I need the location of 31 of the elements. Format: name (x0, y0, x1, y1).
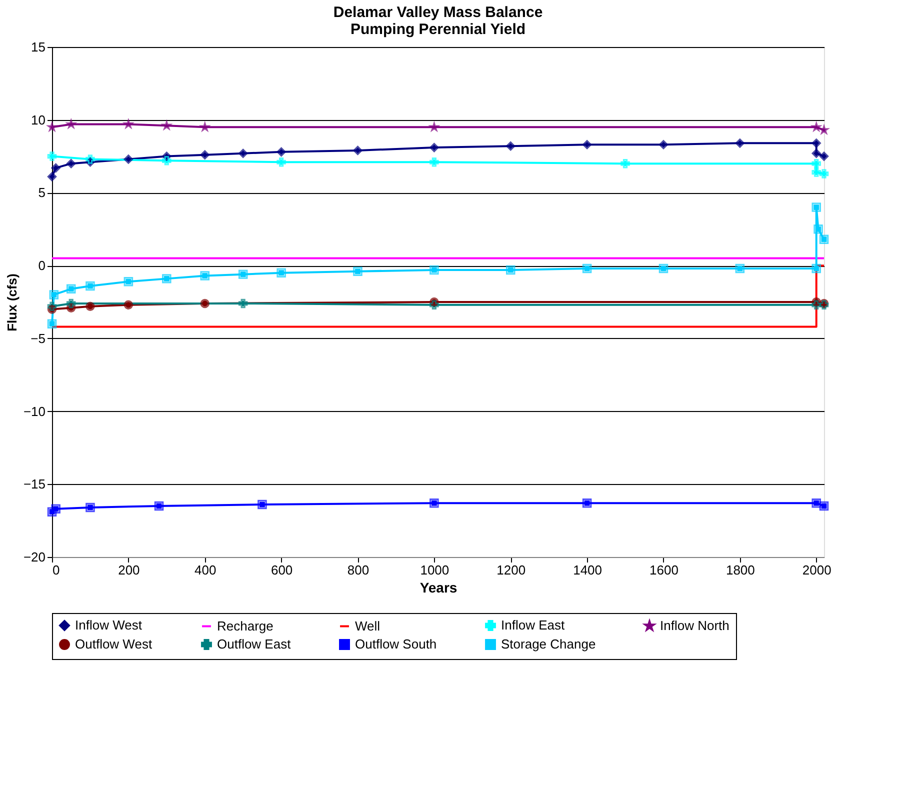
y-tick-label: −15 (23, 476, 46, 492)
legend-label: Storage Change (501, 636, 596, 652)
x-tick-label: 1200 (496, 562, 526, 578)
legend-label: Outflow West (75, 636, 152, 652)
y-tick-label: −20 (23, 550, 46, 564)
y-tick-label: 15 (31, 40, 46, 54)
y-tick-label: 0 (38, 258, 46, 274)
x-tick-label: 1000 (420, 562, 450, 578)
x-tick-label: 400 (194, 562, 216, 578)
legend-label: Outflow South (355, 636, 437, 652)
legend-label: Recharge (217, 618, 274, 634)
x-tick-label: 1400 (573, 562, 602, 578)
y-tick-label: 5 (38, 185, 46, 200)
legend-label: Inflow West (75, 618, 142, 633)
y-tick-label: −5 (30, 330, 46, 346)
x-tick-label: 1600 (650, 562, 678, 578)
legend-label: Inflow North (660, 618, 730, 633)
x-tick-label: 0 (52, 562, 60, 578)
legend-label: Well (355, 618, 380, 634)
x-tick-label: 1800 (726, 562, 755, 578)
x-tick-label: 2000 (802, 562, 832, 578)
y-tick-label: −10 (23, 404, 46, 419)
x-tick-label: 800 (347, 562, 370, 578)
chart-title: Delamar Valley Mass Balance Pumping Perennial Yield (333, 4, 543, 38)
legend-label: Outflow East (217, 636, 292, 652)
y-axis-title: Flux (cfs) (4, 274, 20, 332)
legend-label: Inflow East (501, 618, 565, 633)
x-tick-label: 200 (118, 562, 140, 578)
x-tick-label: 600 (270, 562, 293, 578)
x-axis-title: Years (420, 580, 458, 596)
y-tick-label: 10 (31, 112, 46, 128)
